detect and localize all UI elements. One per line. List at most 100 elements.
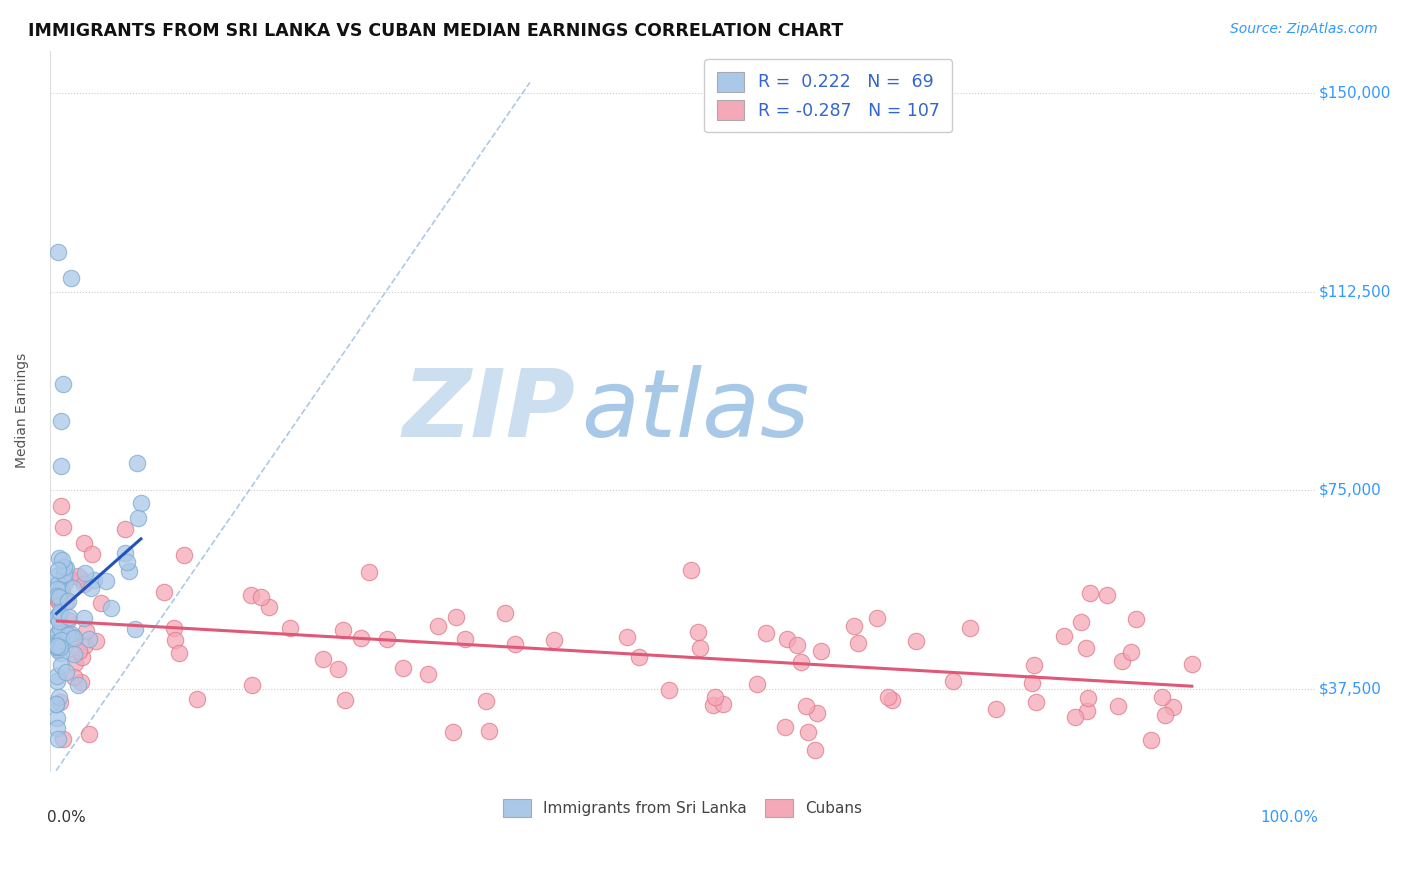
Point — [312, 652, 335, 666]
Point — [51, 638, 73, 652]
Point — [51, 499, 73, 513]
Point — [616, 630, 638, 644]
Point — [702, 698, 724, 712]
Point — [1076, 704, 1098, 718]
Point — [67, 644, 90, 658]
Point — [124, 622, 146, 636]
Point — [1119, 645, 1142, 659]
Point — [444, 610, 467, 624]
Point — [810, 644, 832, 658]
Point — [46, 674, 69, 689]
Point — [806, 706, 828, 721]
Point — [1150, 690, 1173, 704]
Point — [46, 628, 69, 642]
Point — [375, 632, 398, 647]
Point — [48, 621, 70, 635]
Point — [681, 563, 703, 577]
Point — [335, 693, 357, 707]
Point — [45, 697, 67, 711]
Point — [474, 694, 496, 708]
Point — [503, 637, 526, 651]
Text: $112,500: $112,500 — [1319, 284, 1392, 299]
Point — [49, 629, 72, 643]
Point — [96, 574, 118, 589]
Point — [58, 594, 80, 608]
Point — [125, 456, 148, 470]
Point — [543, 633, 565, 648]
Point — [62, 647, 84, 661]
Point — [1024, 658, 1046, 673]
Point — [53, 560, 76, 574]
Point — [689, 640, 711, 655]
Point — [454, 632, 477, 646]
Point — [959, 621, 981, 635]
Point — [70, 675, 93, 690]
Point — [63, 630, 86, 644]
Point — [58, 610, 80, 624]
Point — [55, 594, 77, 608]
Point — [441, 724, 464, 739]
Text: Source: ZipAtlas.com: Source: ZipAtlas.com — [1230, 22, 1378, 37]
Text: $75,000: $75,000 — [1319, 483, 1382, 498]
Point — [80, 581, 103, 595]
Point — [865, 610, 887, 624]
Point — [73, 536, 96, 550]
Y-axis label: Median Earnings: Median Earnings — [15, 353, 30, 468]
Point — [49, 414, 72, 428]
Point — [48, 551, 70, 566]
Point — [49, 657, 72, 672]
Point — [55, 561, 77, 575]
Point — [495, 606, 517, 620]
Point — [75, 566, 97, 581]
Point — [797, 724, 820, 739]
Point — [332, 624, 354, 638]
Point — [846, 636, 869, 650]
Point — [46, 582, 69, 596]
Point — [46, 607, 69, 622]
Point — [477, 723, 499, 738]
Point — [1070, 615, 1092, 630]
Point — [77, 632, 100, 646]
Point — [46, 588, 69, 602]
Point — [904, 633, 927, 648]
Point — [51, 583, 73, 598]
Text: $37,500: $37,500 — [1319, 681, 1382, 696]
Point — [46, 626, 69, 640]
Point — [786, 638, 808, 652]
Text: $150,000: $150,000 — [1319, 86, 1392, 101]
Point — [416, 667, 439, 681]
Point — [163, 621, 186, 635]
Point — [48, 614, 70, 628]
Point — [62, 631, 84, 645]
Point — [45, 722, 67, 736]
Point — [46, 643, 69, 657]
Point — [49, 583, 72, 598]
Point — [48, 690, 70, 704]
Point — [77, 726, 100, 740]
Point — [46, 731, 69, 746]
Point — [51, 553, 73, 567]
Point — [80, 547, 103, 561]
Point — [52, 520, 75, 534]
Point — [67, 678, 90, 692]
Text: atlas: atlas — [581, 365, 810, 456]
Point — [127, 511, 149, 525]
Point — [46, 639, 69, 653]
Point — [658, 682, 681, 697]
Point — [46, 577, 69, 591]
Point — [45, 711, 67, 725]
Point — [117, 555, 139, 569]
Point — [56, 628, 79, 642]
Point — [49, 646, 72, 660]
Point — [773, 720, 796, 734]
Point — [1107, 698, 1129, 713]
Point — [114, 546, 136, 560]
Point — [1064, 709, 1087, 723]
Point — [63, 657, 86, 671]
Point — [391, 661, 413, 675]
Point — [1077, 690, 1099, 705]
Point — [882, 693, 904, 707]
Point — [48, 590, 70, 604]
Point — [173, 549, 195, 563]
Point — [1078, 586, 1101, 600]
